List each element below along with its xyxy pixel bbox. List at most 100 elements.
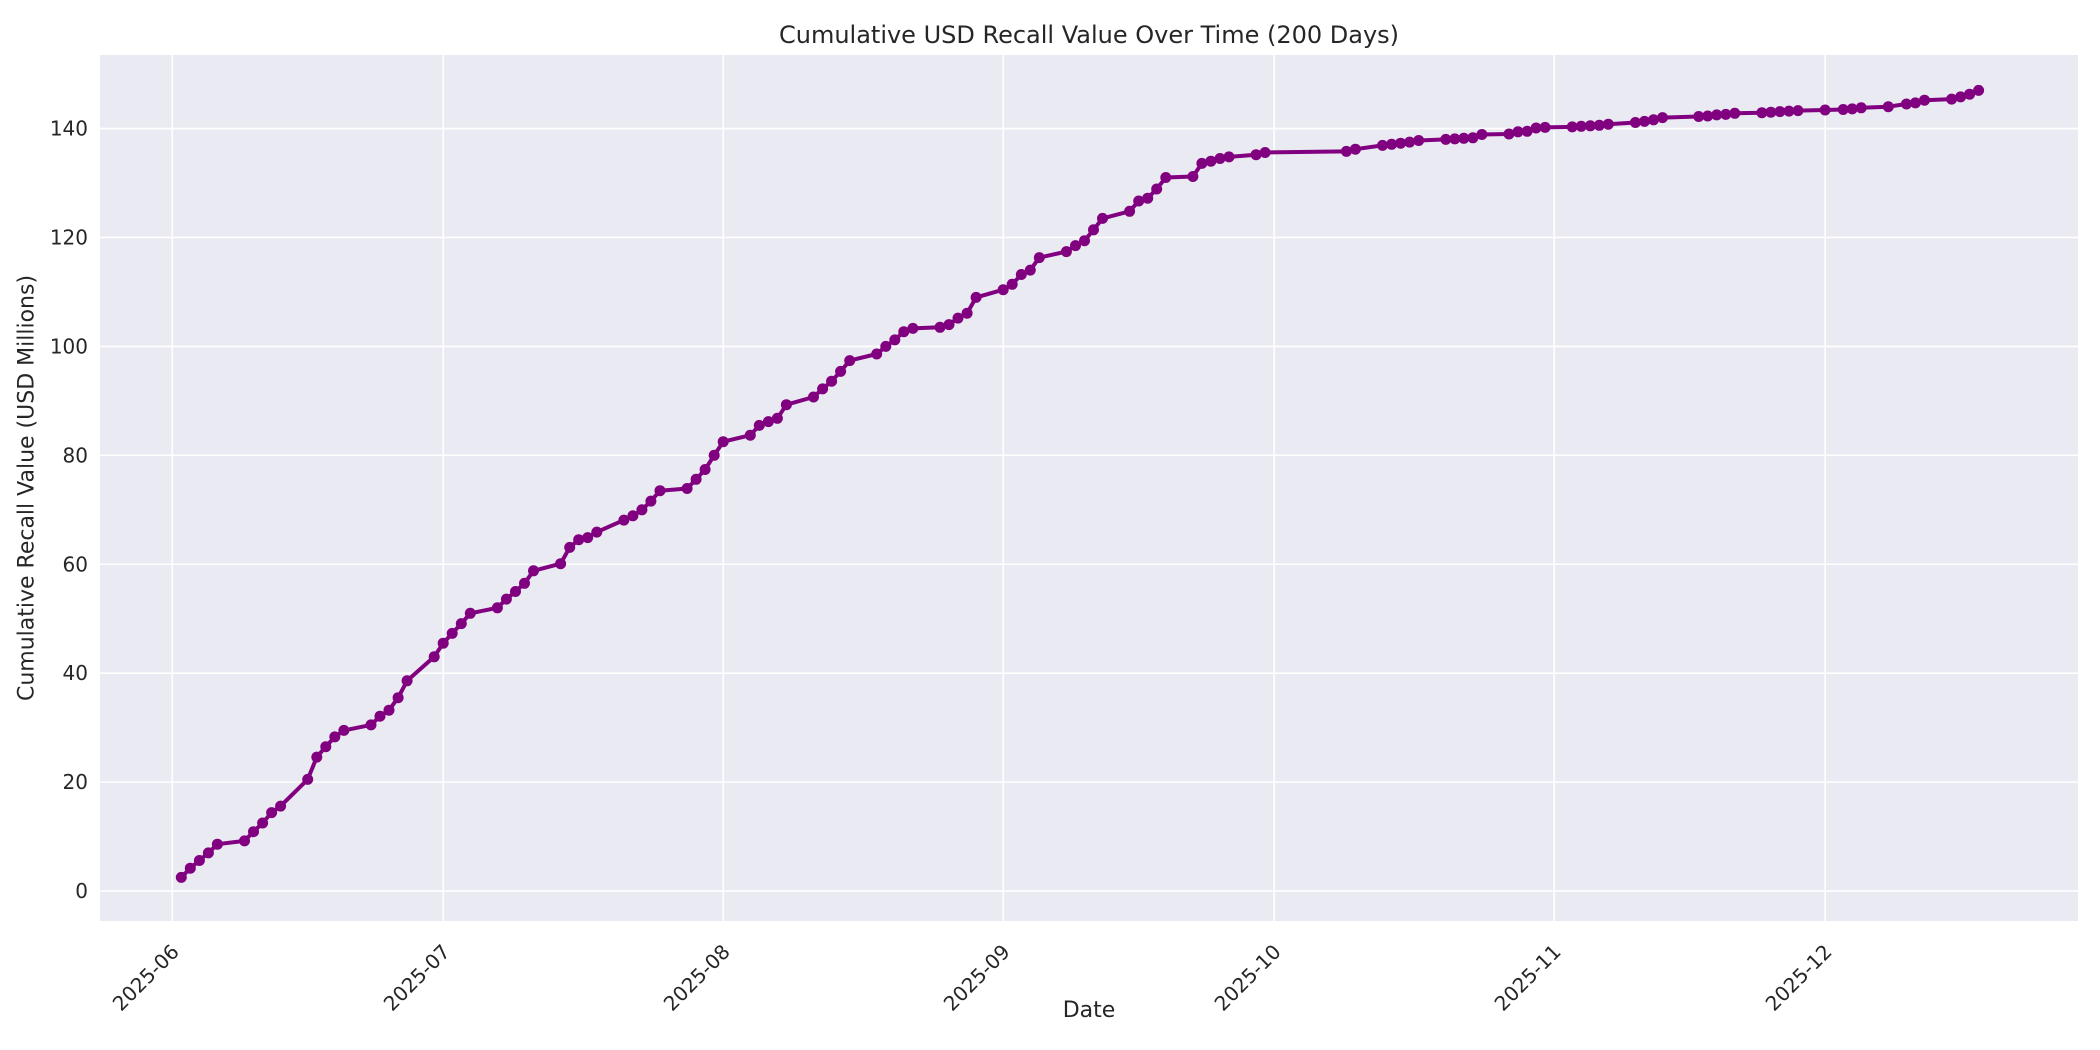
data-point (1214, 153, 1226, 164)
data-point (1404, 136, 1416, 148)
data-point (1765, 106, 1777, 118)
data-point (880, 340, 892, 352)
data-point (699, 464, 711, 475)
data-point (1060, 246, 1072, 258)
data-point (1530, 122, 1542, 134)
y-axis-label: Cumulative Recall Value (USD Millions) (14, 274, 40, 702)
data-point (392, 692, 404, 704)
data-point (1349, 143, 1361, 155)
data-point (1711, 109, 1723, 121)
data-point (1142, 192, 1154, 204)
data-point (1259, 147, 1271, 158)
data-point (1575, 120, 1587, 132)
data-point (961, 307, 973, 319)
data-point (1024, 264, 1036, 276)
data-point (744, 429, 756, 441)
data-point (997, 284, 1009, 296)
data-point (1539, 121, 1551, 133)
data-point (690, 473, 702, 485)
data-point (808, 391, 819, 403)
data-point (1458, 132, 1470, 144)
data-point (383, 704, 395, 716)
data-point (1720, 108, 1732, 120)
data-point (302, 773, 314, 785)
data-point (311, 751, 323, 763)
gridlines (100, 55, 2078, 921)
data-point (202, 847, 214, 859)
data-point (1196, 157, 1208, 169)
data-point (1521, 125, 1533, 137)
data-point (1837, 104, 1849, 115)
data-point (1187, 171, 1199, 182)
data-point (636, 504, 648, 516)
data-point (329, 731, 341, 743)
y-tick-label: 80 (63, 443, 88, 467)
data-point (1566, 121, 1578, 133)
data-point (1476, 129, 1488, 140)
data-point (1467, 132, 1479, 144)
data-point (1512, 126, 1524, 138)
data-point (1377, 139, 1388, 151)
data-point (1629, 117, 1641, 128)
data-point (1079, 235, 1090, 247)
data-point (1133, 195, 1145, 207)
data-point (826, 375, 838, 387)
y-tick-label: 100 (50, 334, 88, 358)
data-point (401, 675, 413, 687)
data-point (555, 558, 567, 570)
data-point (374, 710, 386, 722)
data-point (1151, 183, 1163, 195)
data-point (1882, 101, 1894, 113)
data-point (211, 838, 223, 850)
data-point (1702, 110, 1714, 122)
data-point (1395, 137, 1407, 149)
data-point (1340, 145, 1352, 157)
data-point (762, 416, 774, 428)
data-point (266, 807, 278, 819)
data-point (1819, 104, 1831, 116)
data-point (275, 800, 287, 812)
data-point (970, 291, 982, 303)
data-point (1223, 151, 1235, 163)
data-point (681, 483, 693, 494)
data-point (582, 532, 594, 544)
data-point (1855, 102, 1867, 114)
data-point (528, 565, 539, 577)
data-point (1639, 115, 1650, 127)
y-tick-label: 60 (63, 552, 88, 576)
data-point (1250, 149, 1262, 161)
data-point (1846, 103, 1858, 115)
data-point (1097, 212, 1108, 224)
data-point (1088, 224, 1099, 236)
data-point (618, 514, 630, 526)
data-point (1205, 155, 1217, 167)
data-point (257, 817, 269, 829)
data-point (1964, 88, 1976, 100)
data-point (907, 322, 919, 334)
data-point (1070, 240, 1081, 252)
x-axis-label: Date (1062, 998, 1116, 1023)
data-point (510, 586, 521, 597)
data-point (239, 835, 250, 847)
data-point (1792, 105, 1804, 117)
data-point (519, 577, 530, 589)
data-point (1693, 111, 1705, 122)
data-point (1648, 114, 1659, 126)
data-point (591, 526, 603, 538)
data-point (1919, 94, 1930, 106)
data-point (771, 412, 783, 424)
data-point (248, 826, 259, 838)
series-markers (175, 84, 1985, 883)
data-point (1449, 133, 1461, 145)
data-point (1584, 120, 1596, 132)
data-point (934, 321, 946, 333)
data-point (1006, 278, 1018, 290)
data-point (464, 607, 476, 619)
data-point (1440, 133, 1452, 145)
data-point (1973, 84, 1985, 96)
chart-title: Cumulative USD Recall Value Over Time (2… (778, 21, 1400, 49)
data-point (1756, 107, 1768, 119)
data-point (844, 355, 856, 367)
data-point (365, 719, 377, 731)
